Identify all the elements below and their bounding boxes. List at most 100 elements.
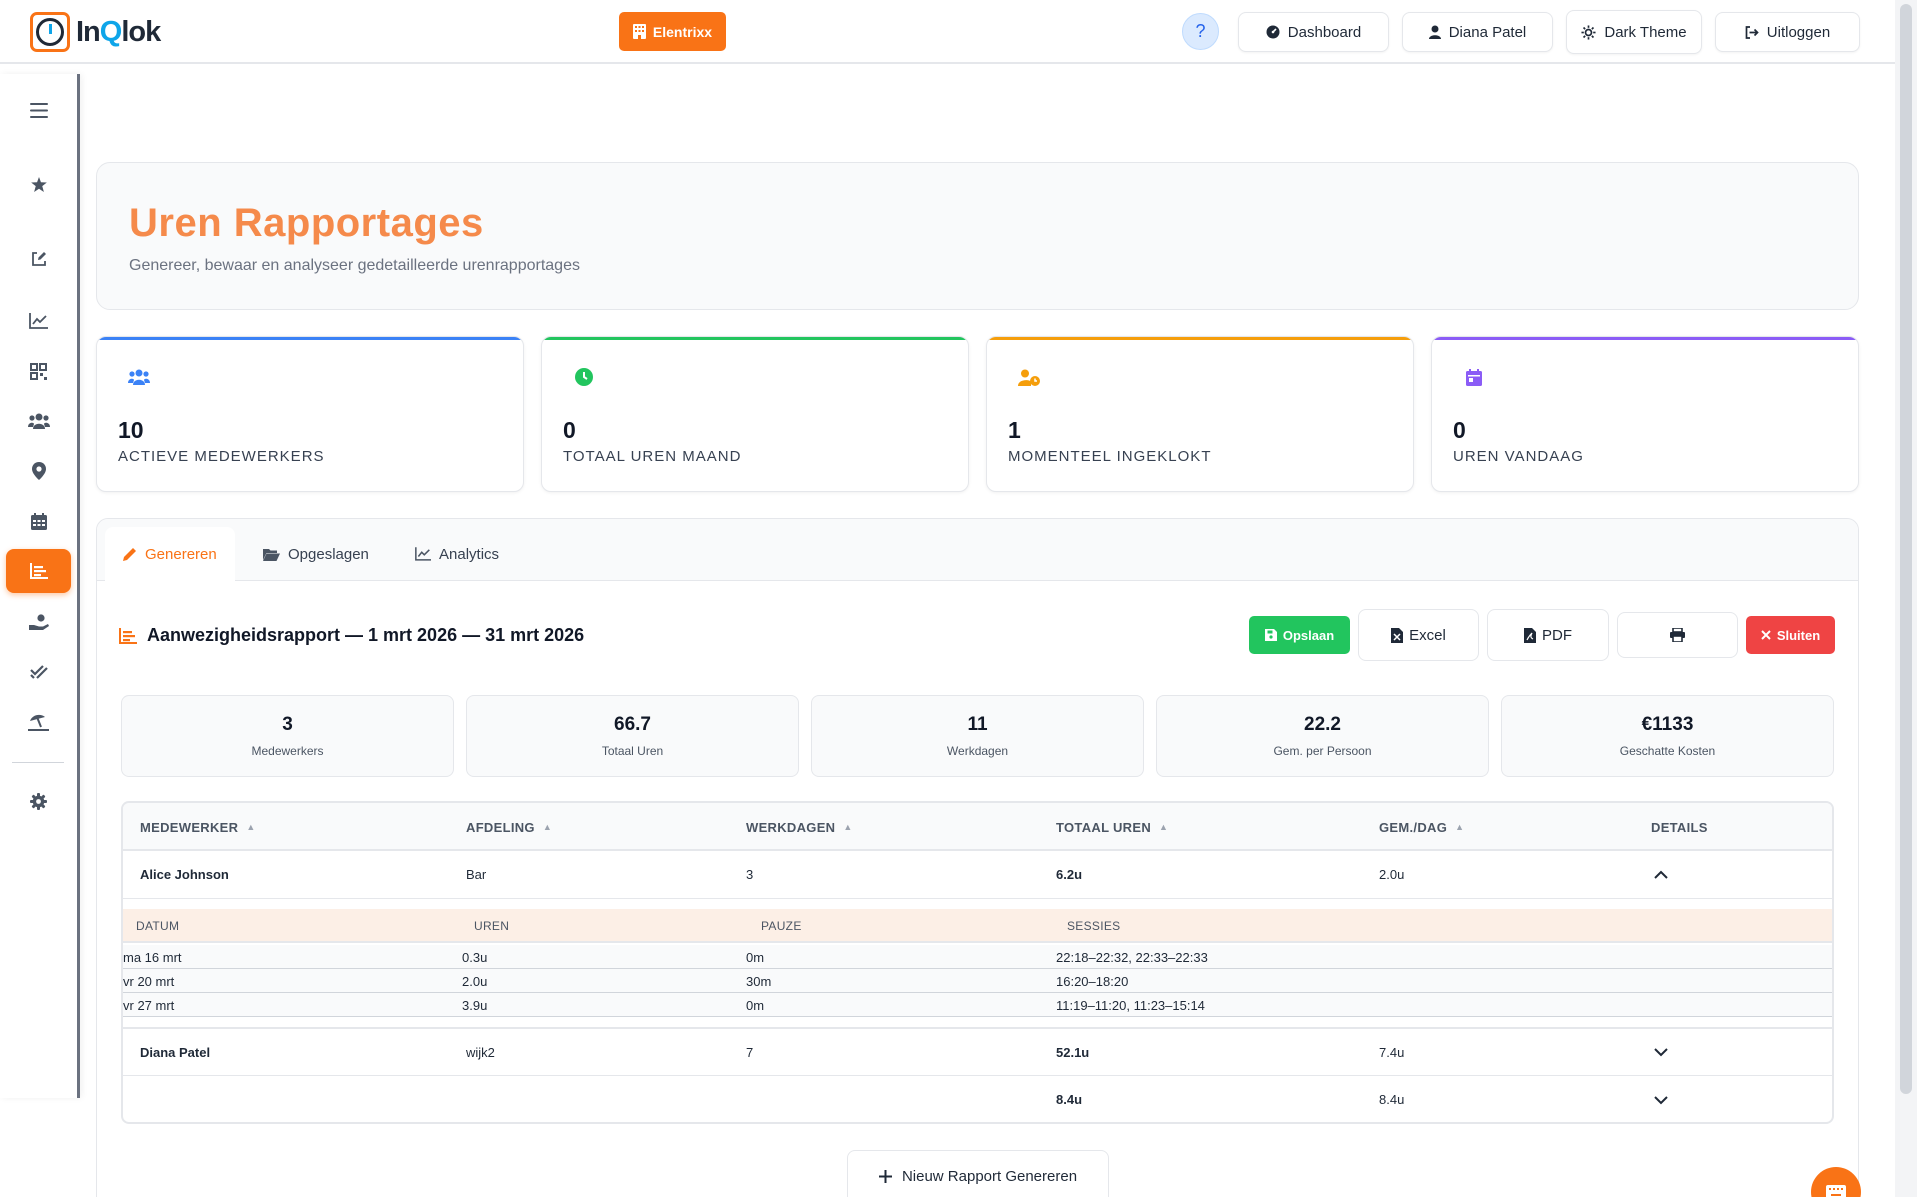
pdf-button[interactable]: PDF [1487, 609, 1609, 661]
dark-theme-label: Dark Theme [1604, 23, 1687, 41]
page-subtitle: Genereer, bewaar en analyseer gedetaille… [129, 257, 580, 274]
cell-avg-per-day: 7.4u [1379, 1044, 1405, 1060]
table-header [123, 803, 1832, 851]
chevron-up-icon[interactable] [1654, 867, 1668, 881]
app-logo[interactable]: InQlok [30, 12, 161, 52]
tab-saved[interactable]: Opgeslagen [245, 527, 387, 581]
save-button[interactable]: Opslaan [1249, 616, 1350, 654]
printer-icon [1670, 628, 1685, 642]
sidebar-item-qr[interactable] [6, 349, 71, 393]
cell-workdays: 3 [746, 867, 754, 882]
sidebar-item-payroll[interactable] [6, 600, 71, 644]
stat-value: 0 [563, 417, 576, 443]
scrollbar-thumb[interactable] [1900, 4, 1912, 1094]
detail-table-header: DATUM UREN PAUZE SESSIES [123, 909, 1832, 943]
company-button[interactable]: Elentrixx [619, 12, 726, 51]
pencil-icon [123, 548, 136, 561]
sort-icon: ▲ [1455, 822, 1465, 832]
file-pdf-icon [1524, 627, 1536, 643]
detail-cell-date: vr 20 mrt [123, 973, 175, 989]
column-header-total-hours[interactable]: TOTAAL UREN ▲ [1056, 803, 1168, 851]
cell-workdays: 7 [746, 1044, 754, 1060]
dark-theme-button[interactable]: Dark Theme [1566, 10, 1702, 54]
sidebar-item-leave[interactable] [6, 700, 71, 744]
cell-department: wijk2 [466, 1044, 495, 1060]
sidebar-item-settings[interactable] [6, 779, 71, 823]
sidebar-item-reports[interactable] [6, 549, 71, 593]
gear-icon [30, 792, 47, 810]
sidebar-divider [12, 762, 64, 763]
detail-row: vr 20 mrt 2.0u 30m 16:20–18:20 [123, 969, 1832, 993]
column-header-avg-per-day[interactable]: GEM./DAG ▲ [1379, 803, 1464, 851]
tab-label: Analytics [439, 545, 500, 563]
sidebar-toggle[interactable] [6, 88, 71, 132]
report-title: Aanwezigheidsrapport — 1 mrt 2026 — 31 m… [119, 625, 584, 646]
stat-value: 10 [118, 417, 144, 443]
column-header-department[interactable]: AFDELING ▲ [466, 803, 552, 851]
stat-accent-bar [97, 337, 523, 340]
logo-text: InQlok [76, 15, 161, 48]
print-button[interactable] [1617, 612, 1738, 658]
stat-accent-bar [1432, 337, 1858, 340]
stat-card-total-hours-month: 0 TOTAAL UREN MAAND [541, 336, 969, 492]
detail-header-hours: UREN [474, 919, 510, 933]
detail-cell-date: vr 27 mrt [123, 997, 175, 1013]
tab-analytics[interactable]: Analytics [397, 527, 517, 581]
stat-value: 0 [1453, 417, 1466, 443]
help-button[interactable]: ? [1182, 13, 1219, 50]
row-divider [123, 1027, 1832, 1029]
sort-icon: ▲ [542, 822, 553, 832]
cell-avg-per-day: 2.0u [1379, 867, 1405, 882]
folder-open-icon [263, 548, 280, 561]
chevron-down-icon[interactable] [1654, 1093, 1668, 1107]
row-divider [123, 1075, 1832, 1076]
tab-bar: Genereren Opgeslagen Analytics [97, 519, 1858, 581]
detail-header-pause: PAUZE [761, 919, 802, 933]
column-header-label: WERKDAGEN [746, 819, 836, 835]
column-header-label: GEM./DAG [1379, 819, 1448, 835]
detail-cell-hours: 0.3u [462, 949, 488, 965]
column-header-label: AFDELING [466, 819, 535, 835]
column-header-workdays[interactable]: WERKDAGEN ▲ [746, 803, 853, 851]
tab-label: Genereren [145, 545, 217, 563]
file-excel-icon [1391, 627, 1404, 643]
line-chart-icon [415, 547, 431, 561]
sidebar-item-favorites[interactable] [6, 162, 71, 206]
sidebar-item-schedule[interactable] [6, 499, 71, 543]
page-scrollbar[interactable] [1895, 0, 1917, 1197]
page-header: Uren Rapportages Genereer, bewaar en ana… [96, 162, 1859, 310]
detail-cell-pause: 30m [746, 973, 772, 989]
close-label: Sluiten [1776, 627, 1821, 643]
close-button[interactable]: Sluiten [1746, 616, 1835, 654]
sun-icon [1581, 24, 1596, 40]
stat-card-hours-today: 0 UREN VANDAAG [1431, 336, 1859, 492]
user-button[interactable]: Diana Patel [1402, 12, 1553, 52]
menu-icon [29, 102, 48, 118]
dashboard-button[interactable]: Dashboard [1238, 12, 1389, 52]
floppy-disk-icon [1264, 629, 1277, 641]
logout-button[interactable]: Uitloggen [1715, 12, 1860, 52]
chevron-down-icon[interactable] [1654, 1045, 1668, 1059]
detail-cell-pause: 0m [746, 997, 765, 1013]
sidebar-item-edit[interactable] [6, 237, 71, 281]
excel-button[interactable]: Excel [1358, 609, 1479, 661]
detail-cell-sessions: 16:20–18:20 [1056, 973, 1129, 989]
sidebar-item-charts[interactable] [6, 299, 71, 343]
summary-value: 3 [282, 714, 293, 735]
new-report-button[interactable]: Nieuw Rapport Genereren [847, 1150, 1109, 1197]
sidebar-item-employees[interactable] [6, 399, 71, 443]
column-header-employee[interactable]: MEDEWERKER ▲ [140, 803, 256, 851]
summary-card-employees: 3 Medewerkers [121, 695, 454, 777]
summary-card-workdays: 11 Werkdagen [811, 695, 1144, 777]
summary-card-avg-per-person: 22.2 Gem. per Persoon [1156, 695, 1489, 777]
stat-label: ACTIEVE MEDEWERKERS [118, 448, 325, 465]
sidebar-item-locations[interactable] [6, 449, 71, 493]
detail-cell-sessions: 22:18–22:32, 22:33–22:33 [1056, 949, 1208, 965]
dashboard-label: Dashboard [1287, 23, 1362, 41]
sidebar-item-approvals[interactable] [6, 650, 71, 694]
clock-logo-icon [30, 12, 70, 52]
detail-row: vr 27 mrt 3.9u 0m 11:19–11:20, 11:23–15:… [123, 993, 1832, 1017]
calendar-icon [30, 512, 47, 530]
tab-generate[interactable]: Genereren [105, 527, 235, 581]
detail-row: ma 16 mrt 0.3u 0m 22:18–22:32, 22:33–22:… [123, 945, 1832, 969]
